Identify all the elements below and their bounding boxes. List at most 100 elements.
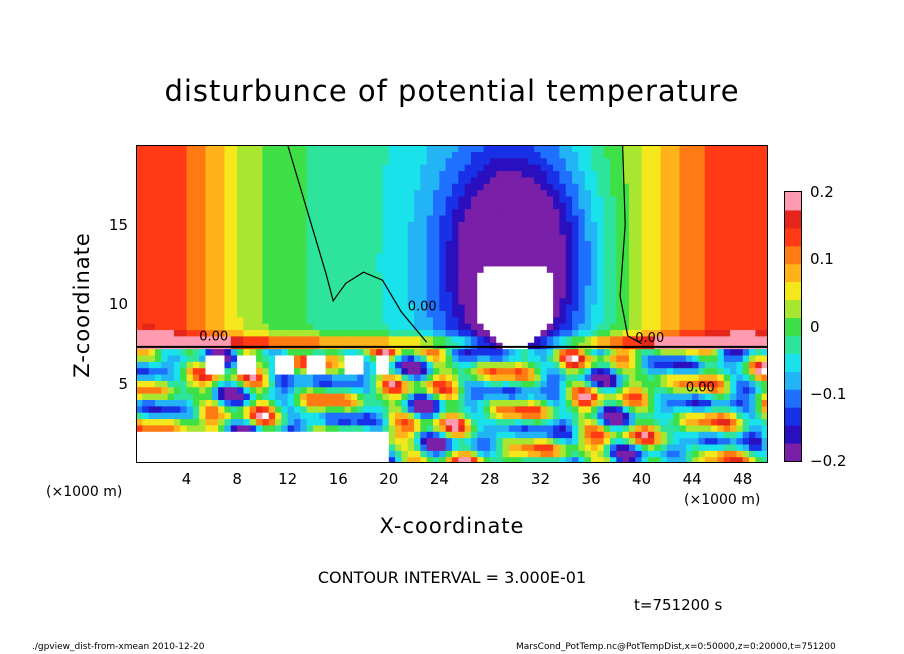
heatmap-cell <box>161 297 169 305</box>
heatmap-cell <box>553 373 561 381</box>
heatmap-cell <box>142 437 150 445</box>
heatmap-cell <box>647 424 655 432</box>
heatmap-cell <box>635 399 643 407</box>
heatmap-cell <box>660 373 668 381</box>
heatmap-cell <box>749 386 756 394</box>
heatmap-cell <box>382 380 390 388</box>
heatmap-cell <box>281 272 289 280</box>
heatmap-cell <box>483 386 491 394</box>
heatmap-cell <box>610 354 617 362</box>
heatmap-cell <box>136 246 143 254</box>
heatmap-cell <box>723 291 731 299</box>
heatmap-cell <box>641 450 649 458</box>
heatmap-cell <box>464 393 472 400</box>
heatmap-cell <box>350 164 358 172</box>
heatmap-cell <box>224 437 232 445</box>
heatmap-cell <box>186 208 194 216</box>
heatmap-cell <box>628 342 636 350</box>
heatmap-cell <box>723 456 731 463</box>
heatmap-cell <box>616 450 624 458</box>
heatmap-cell <box>243 450 251 458</box>
heatmap-cell <box>186 323 194 331</box>
heatmap-cell <box>591 335 598 343</box>
heatmap-cell <box>559 227 567 235</box>
heatmap-cell <box>616 386 624 394</box>
heatmap-cell <box>249 329 257 337</box>
heatmap-cell <box>154 367 162 375</box>
heatmap-cell <box>502 437 510 445</box>
heatmap-cell <box>350 316 358 324</box>
heatmap-cell <box>464 412 472 420</box>
heatmap-cell <box>628 323 636 331</box>
heatmap-cell <box>470 253 478 261</box>
heatmap-cell <box>268 227 276 235</box>
heatmap-cell <box>711 240 719 248</box>
heatmap-cell <box>502 151 510 159</box>
heatmap-cell <box>483 418 491 426</box>
heatmap-cell <box>464 145 472 152</box>
heatmap-cell <box>445 195 453 203</box>
heatmap-cell <box>508 316 516 324</box>
heatmap-cell <box>414 195 421 203</box>
heatmap-cell <box>445 310 453 318</box>
heatmap-cell <box>742 354 750 362</box>
heatmap-cell <box>647 367 655 375</box>
heatmap-cell <box>660 272 668 280</box>
heatmap-cell <box>515 380 523 388</box>
heatmap-cell <box>199 272 207 280</box>
heatmap-cell <box>439 418 447 426</box>
heatmap-cell <box>161 208 169 216</box>
heatmap-cell <box>660 450 668 458</box>
heatmap-cell <box>136 316 143 324</box>
heatmap-cell <box>142 431 150 439</box>
heatmap-cell <box>666 443 674 451</box>
heatmap-cell <box>647 145 655 152</box>
heatmap-cell <box>515 240 523 248</box>
heatmap-cell <box>553 450 561 458</box>
heatmap-cell <box>426 227 434 235</box>
heatmap-cell <box>281 214 289 222</box>
heatmap-cell <box>300 437 308 445</box>
heatmap-cell <box>136 418 143 426</box>
heatmap-cell <box>281 373 289 381</box>
heatmap-cell <box>357 189 365 197</box>
heatmap-cell <box>489 151 497 159</box>
heatmap-cell <box>180 329 188 337</box>
heatmap-cell <box>186 221 194 229</box>
heatmap-cell <box>439 443 447 451</box>
heatmap-cell <box>338 361 346 369</box>
heatmap-cell <box>369 373 377 381</box>
heatmap-cell <box>142 367 150 375</box>
heatmap-cell <box>622 335 630 343</box>
heatmap-cell <box>477 221 485 229</box>
heatmap-cell <box>312 316 320 324</box>
heatmap-cell <box>439 176 447 184</box>
heatmap-cell <box>388 221 396 229</box>
heatmap-cell <box>218 367 226 375</box>
heatmap-cell <box>388 183 396 191</box>
heatmap-cell <box>660 393 668 400</box>
heatmap-cell <box>395 221 403 229</box>
heatmap-cell <box>407 431 415 439</box>
heatmap-cell <box>666 145 674 152</box>
heatmap-cell <box>502 183 510 191</box>
heatmap-cell <box>325 202 333 210</box>
heatmap-cell <box>287 310 295 318</box>
heatmap-cell <box>312 214 320 222</box>
heatmap-cell <box>230 265 238 273</box>
heatmap-cell <box>464 151 472 159</box>
heatmap-cell <box>237 342 245 350</box>
heatmap-cell <box>610 246 617 254</box>
heatmap-cell <box>369 456 377 463</box>
heatmap-cell <box>243 297 251 305</box>
heatmap-cell <box>597 456 605 463</box>
heatmap-cell <box>464 373 472 381</box>
heatmap-cell <box>256 443 263 451</box>
heatmap-cell <box>641 443 649 451</box>
heatmap-cell <box>559 176 567 184</box>
heatmap-cell <box>376 246 384 254</box>
heatmap-cell <box>180 278 188 286</box>
heatmap-cell <box>237 157 245 165</box>
heatmap-cell <box>692 227 700 235</box>
heatmap-cell <box>565 361 573 369</box>
